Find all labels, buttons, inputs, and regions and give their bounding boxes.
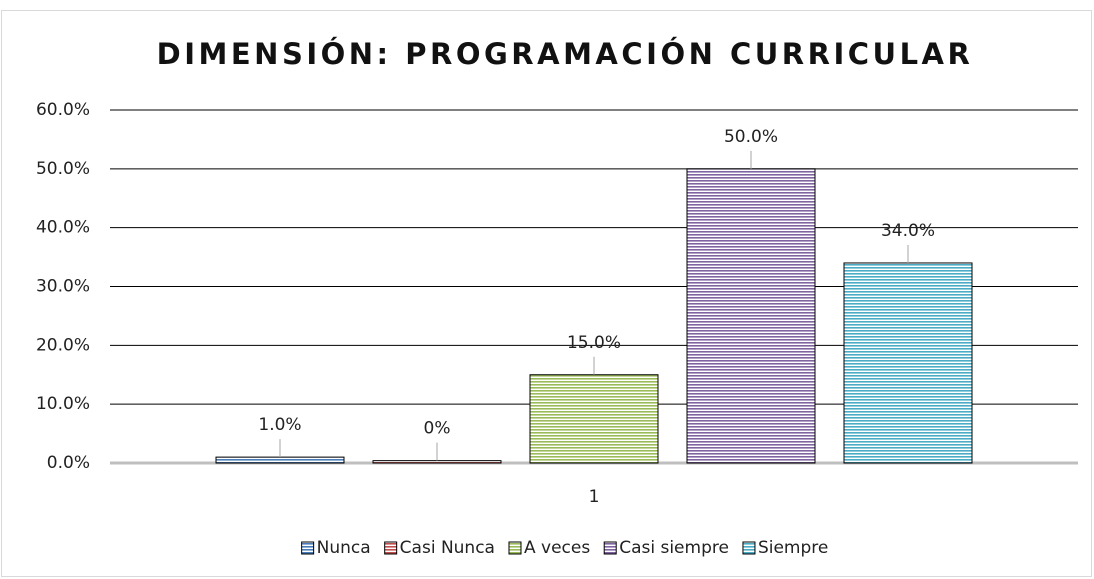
legend-swatch [742, 541, 756, 555]
legend-swatch [301, 541, 315, 555]
bar [372, 460, 502, 464]
y-tick-label: 30.0% [36, 277, 90, 297]
legend-swatch [384, 541, 398, 555]
data-label: 50.0% [724, 127, 778, 147]
bar [215, 456, 345, 464]
data-label: 1.0% [258, 415, 301, 435]
bar [686, 168, 816, 464]
x-tick-label: 1 [589, 487, 600, 507]
bar [529, 374, 659, 464]
legend: Nunca Casi Nunca A veces Casi siempre Siempr… [301, 538, 828, 558]
y-tick-label: 60.0% [36, 100, 90, 120]
y-tick-label: 0.0% [47, 453, 90, 473]
legend-label: Casi Nunca [400, 538, 495, 558]
legend-swatch [508, 541, 522, 555]
legend-label: Nunca [317, 538, 371, 558]
data-label: 34.0% [881, 221, 935, 241]
legend-label: Casi siempre [619, 538, 729, 558]
y-tick-label: 20.0% [36, 335, 90, 355]
bar [843, 262, 973, 464]
y-tick-label: 50.0% [36, 159, 90, 179]
data-label: 15.0% [567, 333, 621, 353]
legend-label: Siempre [758, 538, 828, 558]
legend-swatch [603, 541, 617, 555]
y-tick-label: 40.0% [36, 218, 90, 238]
chart-title: DIMENSIÓN: PROGRAMACIÓN CURRICULAR [157, 37, 974, 71]
legend-label: A veces [524, 538, 590, 558]
y-tick-label: 10.0% [36, 394, 90, 414]
data-label: 0% [424, 419, 451, 439]
